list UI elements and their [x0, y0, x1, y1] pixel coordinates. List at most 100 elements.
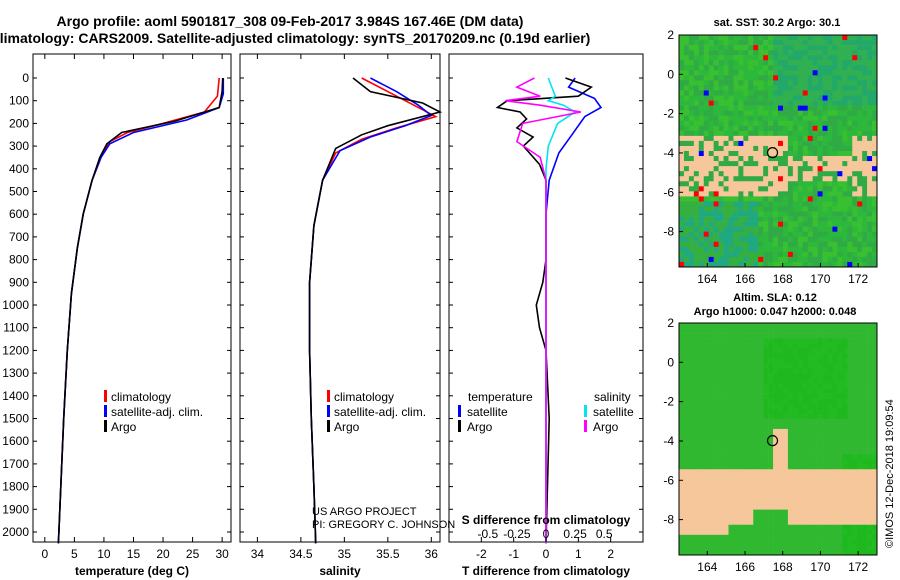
map-cell [698, 519, 705, 526]
map-cell [812, 211, 818, 217]
map-cell [867, 110, 873, 116]
map-cell [679, 413, 685, 420]
map-cell [748, 433, 754, 440]
map-cell [787, 544, 794, 551]
map-cell [763, 393, 769, 399]
map-cell [802, 60, 808, 66]
map-cell [713, 504, 719, 510]
map-cell [748, 444, 754, 450]
map-cell [837, 80, 843, 86]
map-cell [822, 509, 828, 515]
map-cell [778, 509, 784, 515]
map-cell [872, 373, 878, 379]
map-cell [773, 246, 779, 253]
map-cell [693, 474, 700, 480]
map-cell [778, 80, 784, 86]
map-cell [733, 459, 739, 465]
map-cell [867, 125, 873, 132]
map-cell [847, 373, 853, 379]
map-cell [773, 529, 779, 536]
map-cell [688, 166, 695, 172]
map-cell [797, 231, 804, 238]
map-cell [807, 529, 813, 536]
map-cell [748, 75, 754, 81]
map-cell [857, 439, 863, 445]
map-cell [708, 231, 714, 238]
map-cell [778, 216, 784, 222]
map-cell [817, 145, 823, 152]
map-cell [683, 60, 690, 66]
map-cell [872, 433, 878, 440]
map-cell [718, 176, 724, 182]
map-cell [723, 100, 729, 106]
map-cell [683, 449, 690, 455]
map-cell [852, 256, 858, 263]
map-cell [872, 423, 878, 430]
map-cell [867, 191, 873, 197]
map-cell [832, 444, 838, 450]
map-cell [872, 509, 878, 515]
map-cell [807, 423, 813, 430]
map-cell [792, 70, 799, 76]
map-cell [683, 176, 690, 182]
map-cell [708, 489, 714, 495]
map-cell [857, 261, 863, 268]
map-cell [768, 428, 774, 435]
map-cell [748, 469, 754, 475]
map-cell [743, 55, 749, 61]
map-cell [867, 378, 873, 384]
map-cell [718, 439, 724, 445]
map-cell [723, 226, 729, 232]
map-cell [773, 388, 779, 394]
map-cell [693, 459, 700, 465]
map-cell [698, 449, 705, 455]
map-cell [872, 454, 878, 460]
map-cell [753, 70, 759, 76]
map-cell [758, 348, 764, 354]
map-cell [723, 115, 729, 122]
map-cell [753, 60, 759, 66]
map-cell [872, 449, 878, 455]
map-cell [812, 161, 818, 167]
map-cell [817, 186, 823, 192]
map-y-tick-label: -8 [663, 513, 674, 527]
map-cell [679, 408, 685, 415]
map-cell [758, 393, 764, 399]
map-cell [758, 459, 764, 465]
map-cell [778, 378, 784, 384]
map-cell [847, 363, 853, 369]
map-cell [743, 459, 749, 465]
map-cell [782, 398, 789, 404]
map-cell [867, 216, 873, 222]
map-cell [802, 338, 808, 344]
map-cell [713, 70, 719, 76]
map-cell [872, 439, 878, 445]
map-cell [753, 186, 759, 192]
map-cell [802, 65, 808, 71]
map-cell [842, 95, 848, 101]
map-cell [703, 145, 709, 152]
map-cell [733, 504, 739, 510]
legend-title-salinity: salinity [594, 390, 631, 404]
map-y-tick-label: -6 [663, 185, 674, 199]
map-cell [807, 251, 813, 258]
map-cell [837, 231, 843, 238]
map-cell [802, 55, 808, 61]
map-cell [862, 428, 868, 435]
map-cell [778, 373, 784, 379]
map-cell [842, 509, 848, 515]
float-position-marker [766, 435, 779, 447]
map-cell [812, 80, 818, 86]
map-cell [867, 544, 873, 551]
map-cell [842, 151, 848, 157]
map-cell [733, 161, 739, 167]
map-cell [847, 408, 853, 415]
map-cell [743, 494, 749, 500]
map-cell [733, 45, 739, 51]
map-cell [872, 236, 878, 243]
temperature-legend: climatology satellite-adj. clim. Argo [104, 390, 203, 434]
map-cell [812, 469, 818, 475]
difference-xlabel: T difference from climatology [462, 564, 630, 578]
map-cell [847, 241, 853, 248]
map-cell [802, 398, 808, 404]
